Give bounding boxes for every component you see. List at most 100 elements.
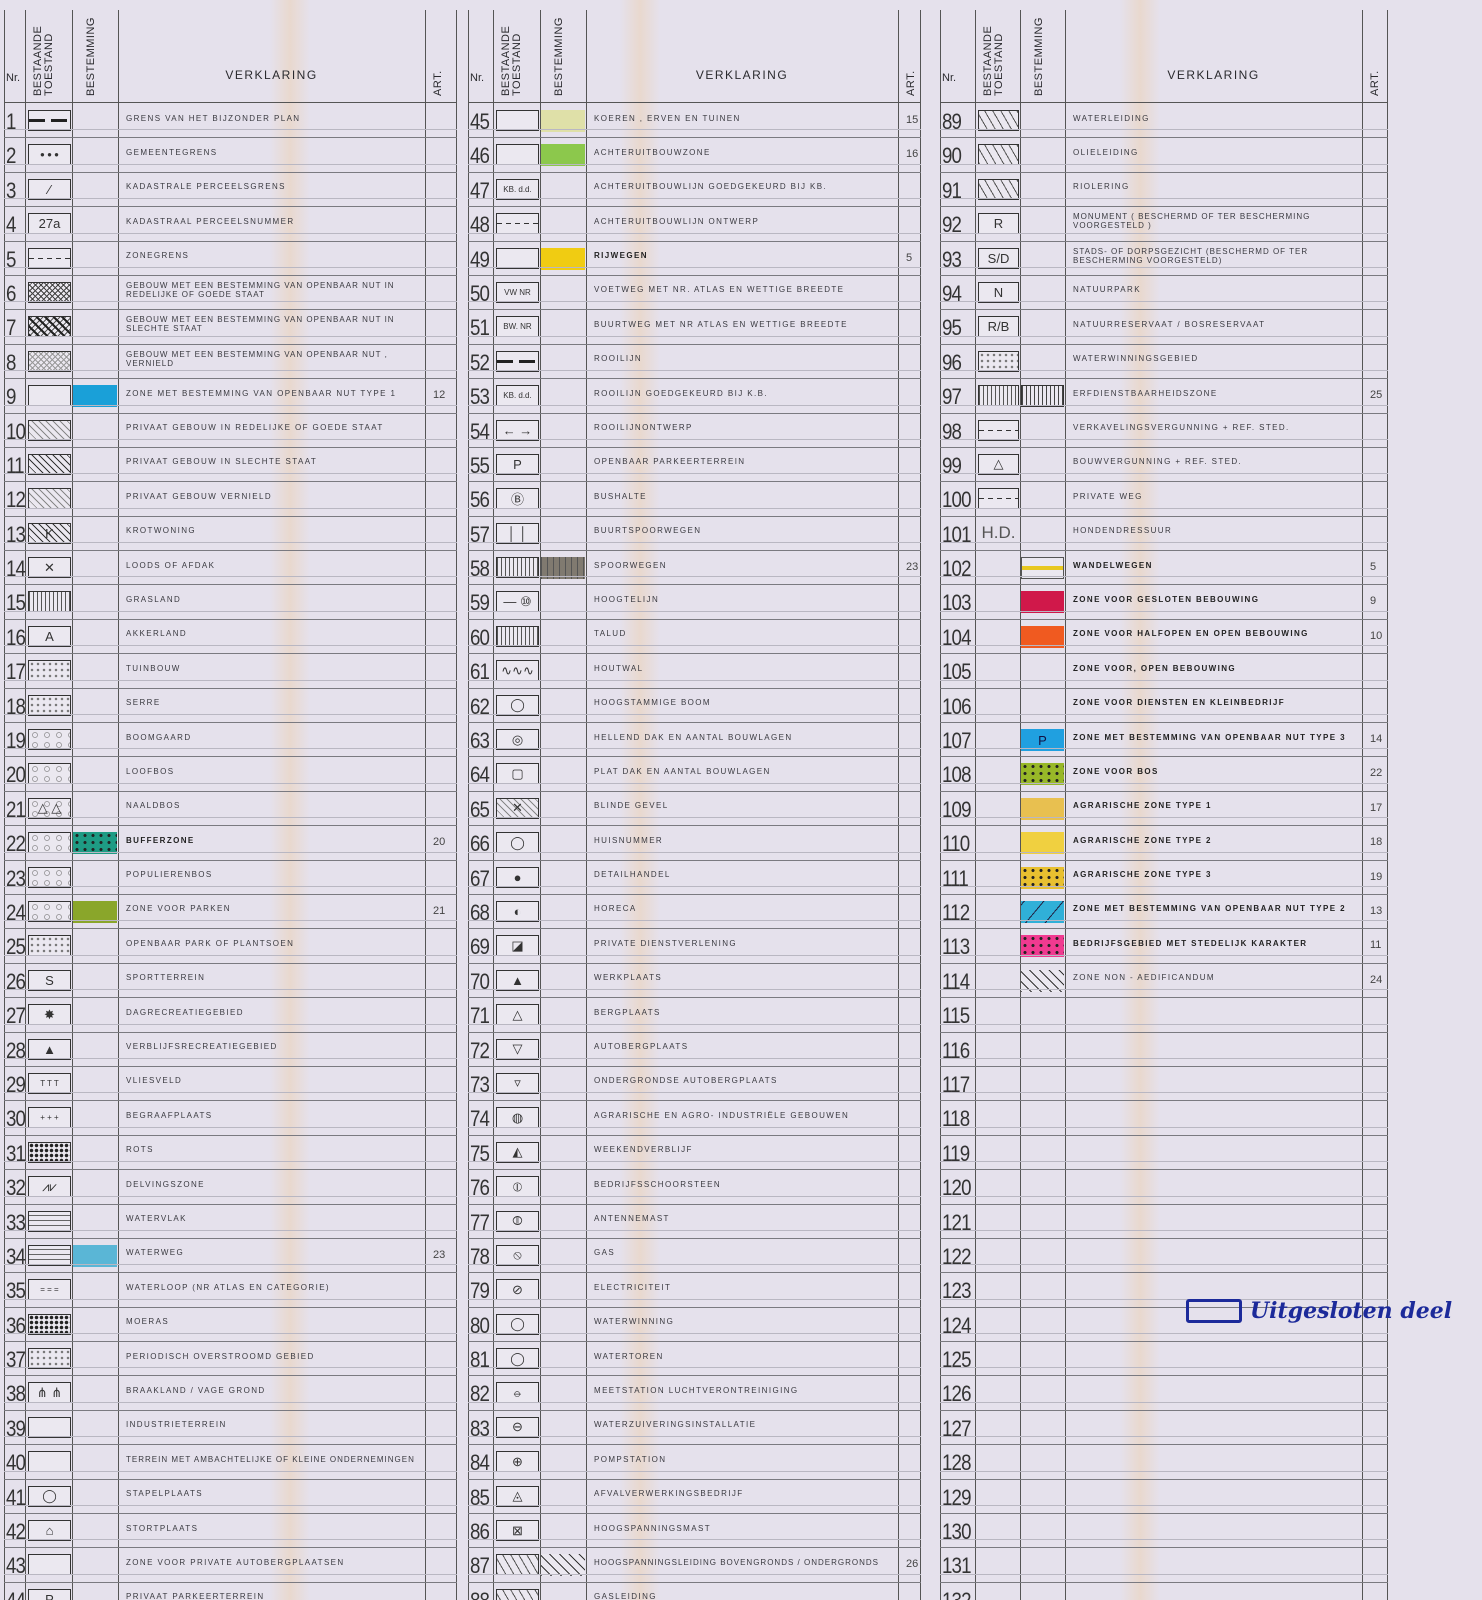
article-number: 17 [1370,801,1383,814]
legend-row: 42 ⌂ STORTPLAATS [4,1514,457,1549]
legend-row: 124 [940,1308,1388,1343]
existing-state-symbol-icon [28,1313,71,1335]
legend-column: Nr. BESTAANDE TOESTAND BESTEMMING VERKLARIN… [468,10,921,1600]
legend-description: AFVALVERWERKINGSBEDRIJF [594,1489,744,1499]
legend-description: KADASTRAAL PERCEELSNUMMER [126,216,295,226]
legend-description: NATUURPARK [1073,285,1141,295]
legend-row: 13 K KROTWONING [4,517,457,552]
row-number: 87 [470,1553,490,1579]
row-number: 33 [6,1209,26,1235]
existing-state-symbol-icon: BW. NR [496,316,539,338]
row-number: 58 [470,556,490,582]
row-number: 126 [942,1381,972,1407]
legend-description: PRIVAAT GEBOUW IN REDELIJKE OF GOEDE STA… [126,423,384,433]
legend-description: PERIODISCH OVERSTROOMD GEBIED [126,1351,315,1361]
header-verklaring: VERKLARING [695,68,789,82]
symbol-glyph: 27a [38,216,61,232]
legend-row: 100 PRIVATE WEG [940,482,1388,517]
legend-description: AGRARISCHE ZONE TYPE 3 [1073,870,1212,880]
legend-description: ACHTERUITBOUWZONE [594,147,711,157]
legend-row: 45 KOEREN , ERVEN EN TUINEN 15 [468,104,921,139]
destination-color-swatch [1021,591,1064,614]
existing-state-symbol-icon: ◎ [496,729,539,751]
row-number: 91 [942,177,962,203]
symbol-glyph: P [513,456,522,472]
existing-state-symbol-icon: N [978,281,1019,303]
legend-description: POMPSTATION [594,1454,667,1464]
legend-description: WEEKENDVERBLIJF [594,1145,693,1155]
legend-row: 86 ⊠ HOOGSPANNINGSMAST [468,1514,921,1549]
existing-state-symbol-icon: R/B [978,316,1019,338]
legend-row: 123 [940,1273,1388,1308]
legend-row: 40 TERREIN MET AMBACHTELIJKE OF KLEINE ON… [4,1445,457,1480]
existing-state-symbol-icon: ◬ [496,1485,539,1507]
legend-description: VLIESVELD [126,1076,183,1086]
legend-description: PRIVAAT GEBOUW VERNIELD [126,491,273,501]
symbol-glyph: ⦶ [512,1178,523,1194]
legend-row: 79 ⊘ ELECTRICITEIT [468,1273,921,1308]
legend-row: 5 ZONEGRENS [4,242,457,276]
symbol-glyph: ⦷ [512,1213,523,1228]
existing-state-symbol-icon [28,110,71,131]
legend-description: ZONE VOOR PRIVATE AUTOBERGPLAATSEN [126,1557,345,1567]
legend-row: 83 ⊖ WATERZUIVERINGSINSTALLATIE [468,1411,921,1446]
legend-description: ZONEGRENS [126,251,190,261]
legend-row: 33 WATERVLAK [4,1205,457,1239]
legend-row: 47 KB. d.d. ACHTERUITBOUWLIJN GOEDGEKEURD … [468,173,921,208]
legend-row: 35 = = = WATERLOOP (NR ATLAS EN CATEGORIE) [4,1273,457,1308]
legend-row: 69 ◪ PRIVATE DIENSTVERLENING [468,929,921,964]
existing-state-symbol-icon: ◍ [496,1107,539,1129]
legend-row: 106 ZONE VOOR DIENSTEN EN KLEINBEDRIJF [940,689,1388,724]
symbol-glyph: T T T [40,1078,59,1088]
legend-description: ZONE VOOR PARKEN [126,904,231,914]
legend-description: TUINBOUW [126,663,181,673]
existing-state-symbol-icon: ▿ [496,1072,539,1094]
existing-state-symbol-icon [28,729,71,751]
row-number: 99 [942,452,962,478]
header-verklaring: VERKLARING [225,68,318,82]
legend-description: BOUWVERGUNNING + REF. STED. [1073,457,1243,467]
symbol-glyph: ⊠ [512,1522,523,1538]
legend-description: GEBOUW MET EEN BESTEMMING VAN OPENBAAR N… [126,280,395,299]
legend-description: WATERWINNINGSGEBIED [1073,354,1199,364]
legend-row: 30 + + + BEGRAAFPLAATS [4,1101,457,1136]
row-number: 130 [942,1519,972,1545]
header-art: ART. [433,70,444,96]
article-number: 25 [1370,389,1383,402]
existing-state-symbol-icon [28,350,71,372]
legend-description: GEMEENTEGRENS [126,147,218,157]
article-number: 16 [906,148,919,161]
row-number: 8 [6,349,16,375]
symbol-glyph: ⊖ [512,1419,523,1435]
destination-color-swatch [541,557,585,580]
legend-description: ZONE NON - AEDIFICANDUM [1073,973,1215,983]
legend-description: WATERWINNING [594,1317,675,1327]
header-bestemming: BESTEMMING [1034,17,1045,96]
legend-row: 56 Ⓑ BUSHALTE [468,482,921,517]
header-nr: Nr. [6,72,21,84]
existing-state-symbol-icon [496,247,539,269]
legend-row: 98 VERKAVELINGSVERGUNNING + REF. STED. [940,414,1388,448]
row-number: 81 [470,1347,490,1373]
row-number: 45 [470,109,490,134]
row-number: 120 [942,1175,972,1201]
legend-row: 95 R/B NATUURRESERVAAT / BOSRESERVAAT [940,310,1388,345]
legend-description: GASLEIDING [594,1592,657,1600]
existing-state-symbol-icon: S [28,969,71,991]
legend-description: POPULIERENBOS [126,870,213,880]
legend-row: 96 WATERWINNINGSGEBIED [940,345,1388,380]
row-number: 10 [6,418,26,444]
legend-row: 9 ZONE MET BESTEMMING VAN OPENBAAR NUT TY… [4,379,457,414]
existing-state-symbol-icon [28,832,71,854]
symbol-glyph: ⦵ [512,1384,523,1400]
legend-description: KOEREN , ERVEN EN TUINEN [594,113,741,123]
existing-state-symbol-icon [978,385,1019,407]
legend-rows: 45 KOEREN , ERVEN EN TUINEN 15 46 ACHTERUITB… [468,104,921,1600]
existing-state-symbol-icon [978,419,1019,441]
row-number: 11 [6,452,25,478]
destination-color-swatch [1021,557,1064,580]
existing-state-symbol-icon [28,1141,71,1163]
symbol-glyph: │ │ [507,525,528,541]
destination-color-swatch [1021,763,1064,786]
row-number: 70 [470,968,490,994]
